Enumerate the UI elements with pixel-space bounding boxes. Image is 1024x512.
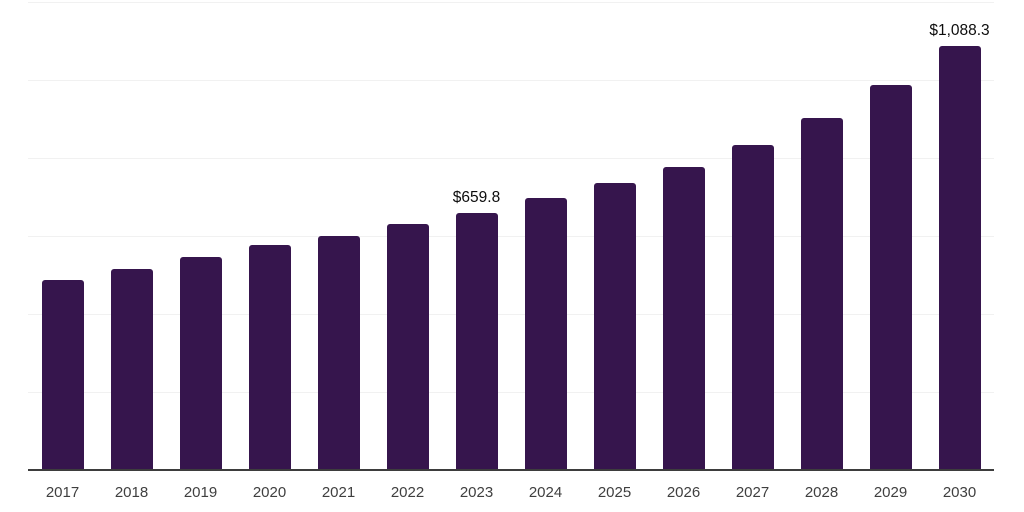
gridline-800	[28, 158, 994, 159]
x-tick-label-2025: 2025	[597, 484, 632, 501]
gridline-200	[28, 392, 994, 393]
x-tick-label-2029: 2029	[873, 484, 908, 501]
bar-2023	[455, 212, 498, 470]
gridline-1200	[28, 2, 994, 3]
x-tick-label-2028: 2028	[804, 484, 839, 501]
x-tick-label-2020: 2020	[252, 484, 287, 501]
x-tick-label-2023: 2023	[459, 484, 494, 501]
bar-2025	[593, 183, 636, 470]
data-label-2023: $659.8	[452, 188, 501, 206]
bar-2019	[179, 257, 222, 470]
x-tick-label-2022: 2022	[390, 484, 425, 501]
bar-2018	[110, 269, 153, 470]
bar-2021	[317, 235, 360, 470]
gridline-600	[28, 236, 994, 237]
x-tick-label-2030: 2030	[942, 484, 977, 501]
gridline-1000	[28, 80, 994, 81]
bar-2029	[869, 85, 912, 470]
x-tick-label-2027: 2027	[735, 484, 770, 501]
gridline-400	[28, 314, 994, 315]
bar-2017	[41, 280, 84, 470]
x-tick-label-2018: 2018	[114, 484, 149, 501]
x-tick-label-2019: 2019	[183, 484, 218, 501]
bar-2026	[662, 166, 705, 470]
bar-2022	[386, 224, 429, 470]
x-tick-label-2017: 2017	[45, 484, 80, 501]
data-label-2030: $1,088.3	[929, 21, 990, 39]
bar-2030	[938, 45, 981, 470]
bar-2024	[524, 197, 567, 470]
bar-2028	[800, 118, 843, 470]
x-tick-label-2026: 2026	[666, 484, 701, 501]
x-tick-label-2021: 2021	[321, 484, 356, 501]
bar-2027	[731, 145, 774, 470]
x-axis-line	[28, 469, 994, 471]
bar-2020	[248, 244, 291, 470]
x-tick-label-2024: 2024	[528, 484, 563, 501]
